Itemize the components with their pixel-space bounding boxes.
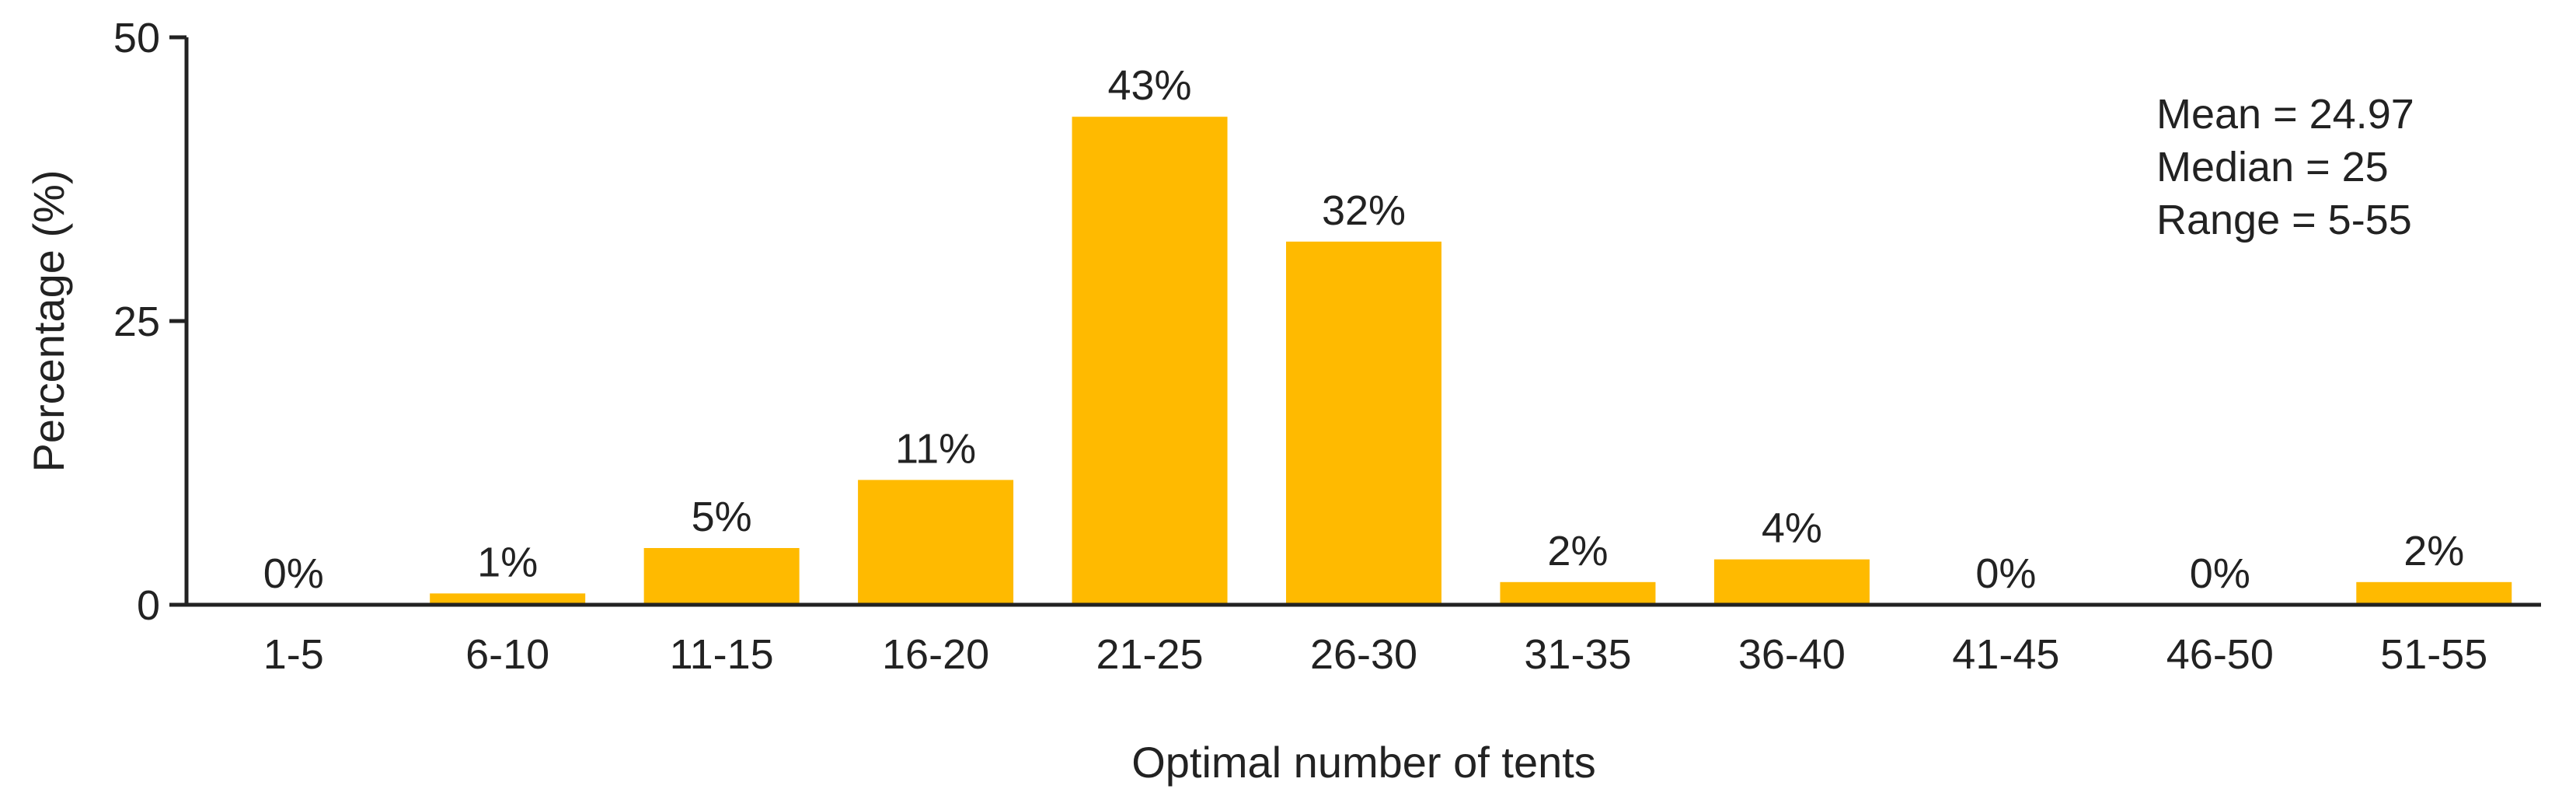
- x-tick-label: 31-35: [1524, 631, 1631, 678]
- x-tick-label: 6-10: [465, 631, 549, 678]
- x-tick-label: 41-45: [1952, 631, 2059, 678]
- y-axis-title: Percentage (%): [24, 169, 73, 472]
- bar: [1500, 581, 1656, 605]
- y-tick-label: 50: [113, 15, 160, 61]
- data-label: 0%: [1975, 550, 2036, 597]
- data-labels-group: 0% 1% 5% 11% 43% 32% 2% 4% 0% 0% 2%: [263, 62, 2465, 597]
- bar: [643, 548, 800, 605]
- data-label: 0%: [2190, 550, 2250, 597]
- bar: [1072, 117, 1228, 605]
- data-label: 43%: [1107, 62, 1191, 109]
- bar: [858, 480, 1014, 605]
- x-tick-label: 21-25: [1096, 631, 1203, 678]
- y-tick-label: 25: [113, 299, 160, 345]
- bar: [430, 593, 586, 605]
- data-label: 5%: [692, 494, 752, 540]
- bar: [1286, 241, 1441, 605]
- stat-line: Mean = 24.97: [2156, 91, 2414, 138]
- stat-line: Range = 5-55: [2156, 197, 2412, 243]
- x-tick-label: 26-30: [1310, 631, 1417, 678]
- stat-line: Median = 25: [2156, 144, 2389, 190]
- x-tick-label: 51-55: [2380, 631, 2487, 678]
- y-tick-label: 0: [137, 582, 160, 629]
- bar: [1713, 559, 1870, 605]
- y-ticks-group: 0 25 50: [113, 15, 186, 629]
- data-label: 4%: [1762, 505, 1822, 552]
- x-tick-label: 11-15: [670, 631, 774, 678]
- bars-group: [430, 117, 2512, 605]
- data-label: 1%: [477, 539, 538, 585]
- summary-stats: Mean = 24.97 Median = 25 Range = 5-55: [2156, 91, 2414, 243]
- x-ticks-group: 1-5 6-10 11-15 16-20 21-25 26-30 31-35 36-40 41-…: [263, 631, 2488, 678]
- x-tick-label: 16-20: [882, 631, 989, 678]
- data-label: 0%: [263, 550, 324, 597]
- data-label: 11%: [895, 425, 976, 472]
- bar: [2356, 581, 2512, 605]
- x-tick-label: 1-5: [263, 631, 324, 678]
- x-tick-label: 36-40: [1738, 631, 1846, 678]
- data-label: 32%: [1322, 187, 1406, 234]
- data-label: 2%: [1547, 528, 1608, 574]
- data-label: 2%: [2403, 528, 2464, 574]
- x-axis-title: Optimal number of tents: [1131, 738, 1596, 787]
- x-tick-label: 46-50: [2166, 631, 2274, 678]
